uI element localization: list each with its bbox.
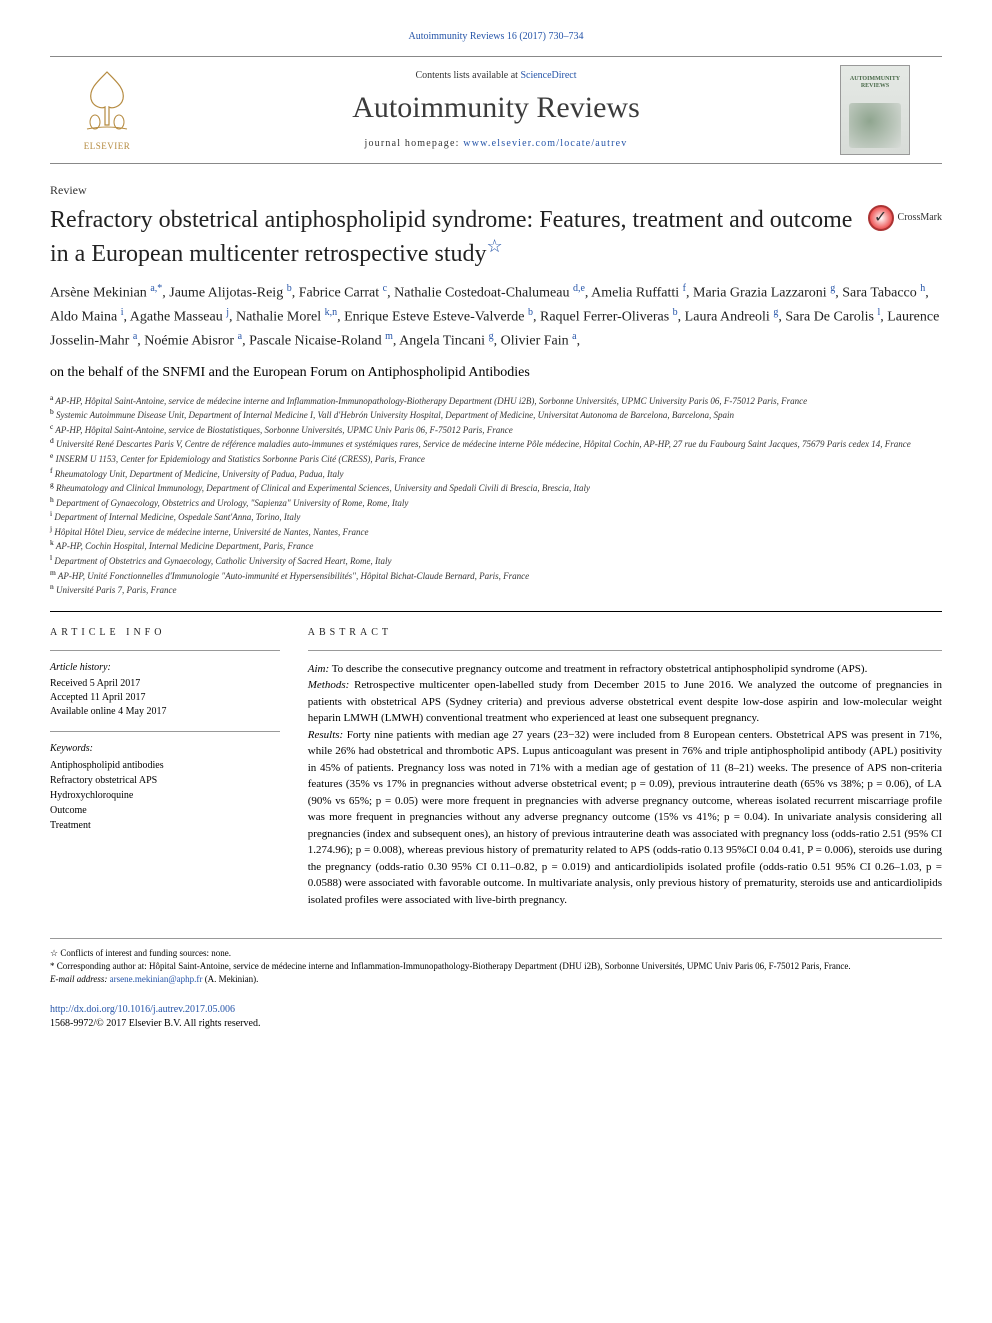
affiliations: a AP-HP, Hôpital Saint-Antoine, service …	[50, 393, 942, 597]
affiliation-line: k AP-HP, Cochin Hospital, Internal Medic…	[50, 538, 942, 553]
conflict-note: ☆ Conflicts of interest and funding sour…	[50, 947, 942, 960]
elsevier-tree-icon	[77, 67, 137, 137]
article-title-text: Refractory obstetrical antiphospholipid …	[50, 207, 852, 267]
email-author: (A. Mekinian).	[205, 974, 259, 984]
authors-list: Arsène Mekinian a,*, Jaume Alijotas-Reig…	[50, 281, 942, 353]
copyright-line: 1568-9972/© 2017 Elsevier B.V. All right…	[50, 1017, 942, 1031]
affiliation-line: i Department of Internal Medicine, Osped…	[50, 509, 942, 524]
affiliation-line: f Rheumatology Unit, Department of Medic…	[50, 466, 942, 481]
journal-header: ELSEVIER Contents lists available at Sci…	[50, 56, 942, 164]
abstract-divider	[308, 650, 942, 651]
affiliation-line: h Department of Gynaecology, Obstetrics …	[50, 495, 942, 510]
history-label: Article history:	[50, 661, 280, 675]
affiliation-line: m AP-HP, Unité Fonctionnelles d'Immunolo…	[50, 568, 942, 583]
affiliation-line: e INSERM U 1153, Center for Epidemiology…	[50, 451, 942, 466]
info-abstract-row: ARTICLE INFO Article history: Received 5…	[50, 611, 942, 909]
authors-group-note: on the behalf of the SNFMI and the Europ…	[50, 363, 942, 383]
doi-link[interactable]: http://dx.doi.org/10.1016/j.autrev.2017.…	[50, 1003, 942, 1017]
crossmark-badge[interactable]: ✓ CrossMark	[868, 205, 942, 231]
info-divider	[50, 731, 280, 732]
affiliation-line: c AP-HP, Hôpital Saint-Antoine, service …	[50, 422, 942, 437]
publisher-logo: ELSEVIER	[62, 67, 152, 153]
cover-thumbnail: AUTOIMMUNITY REVIEWS	[840, 65, 910, 155]
email-label: E-mail address:	[50, 974, 107, 984]
sciencedirect-link[interactable]: ScienceDirect	[520, 70, 576, 81]
aim-text: To describe the consecutive pregnancy ou…	[332, 663, 868, 675]
history-text: Received 5 April 2017Accepted 11 April 2…	[50, 677, 280, 719]
abstract-column: ABSTRACT Aim: To describe the consecutiv…	[300, 626, 942, 909]
methods-text: Retrospective multicenter open-labelled …	[308, 679, 942, 724]
keywords-list: Antiphospholipid antibodiesRefractory ob…	[50, 758, 280, 833]
cover-title: AUTOIMMUNITY REVIEWS	[845, 76, 905, 89]
crossmark-label: CrossMark	[898, 211, 942, 225]
article-type: Review	[50, 182, 942, 199]
footnotes: ☆ Conflicts of interest and funding sour…	[50, 938, 942, 985]
homepage-url[interactable]: www.elsevier.com/locate/autrev	[463, 138, 627, 149]
affiliation-line: g Rheumatology and Clinical Immunology, …	[50, 480, 942, 495]
homepage-line: journal homepage: www.elsevier.com/locat…	[152, 137, 840, 151]
publisher-name: ELSEVIER	[62, 140, 152, 153]
affiliation-line: a AP-HP, Hôpital Saint-Antoine, service …	[50, 393, 942, 408]
abstract-heading: ABSTRACT	[308, 626, 942, 640]
results-text: Forty nine patients with median age 27 y…	[308, 729, 942, 906]
cover-image-icon	[849, 103, 901, 148]
title-footnote-star-icon	[487, 241, 503, 267]
contents-line: Contents lists available at ScienceDirec…	[152, 69, 840, 83]
email-line: E-mail address: arsene.mekinian@aphp.fr …	[50, 973, 942, 986]
methods-label: Methods:	[308, 679, 350, 691]
citation-line: Autoimmunity Reviews 16 (2017) 730–734	[50, 30, 942, 44]
affiliation-line: j Hôpital Hôtel Dieu, service de médecin…	[50, 524, 942, 539]
journal-cover: AUTOIMMUNITY REVIEWS	[840, 65, 930, 155]
keywords-label: Keywords:	[50, 742, 280, 756]
affiliation-line: l Department of Obstetrics and Gynaecolo…	[50, 553, 942, 568]
crossmark-icon: ✓	[868, 205, 894, 231]
results-label: Results:	[308, 729, 343, 741]
article-info-column: ARTICLE INFO Article history: Received 5…	[50, 626, 300, 909]
email-link[interactable]: arsene.mekinian@aphp.fr	[110, 974, 203, 984]
contents-text: Contents lists available at	[415, 70, 517, 81]
header-center: Contents lists available at ScienceDirec…	[152, 69, 840, 151]
affiliation-line: b Systemic Autoimmune Disease Unit, Depa…	[50, 407, 942, 422]
abstract-body: Aim: To describe the consecutive pregnan…	[308, 661, 942, 909]
affiliation-line: d Université René Descartes Paris V, Cen…	[50, 436, 942, 451]
info-divider	[50, 650, 280, 651]
article-info-heading: ARTICLE INFO	[50, 626, 280, 640]
affiliation-line: n Université Paris 7, Paris, France	[50, 582, 942, 597]
article-title: Refractory obstetrical antiphospholipid …	[50, 205, 868, 269]
aim-label: Aim:	[308, 663, 329, 675]
corresponding-author: * Corresponding author at: Hôpital Saint…	[50, 960, 942, 973]
homepage-label: journal homepage:	[364, 138, 459, 149]
doi-block: http://dx.doi.org/10.1016/j.autrev.2017.…	[50, 1003, 942, 1031]
journal-name: Autoimmunity Reviews	[152, 87, 840, 129]
